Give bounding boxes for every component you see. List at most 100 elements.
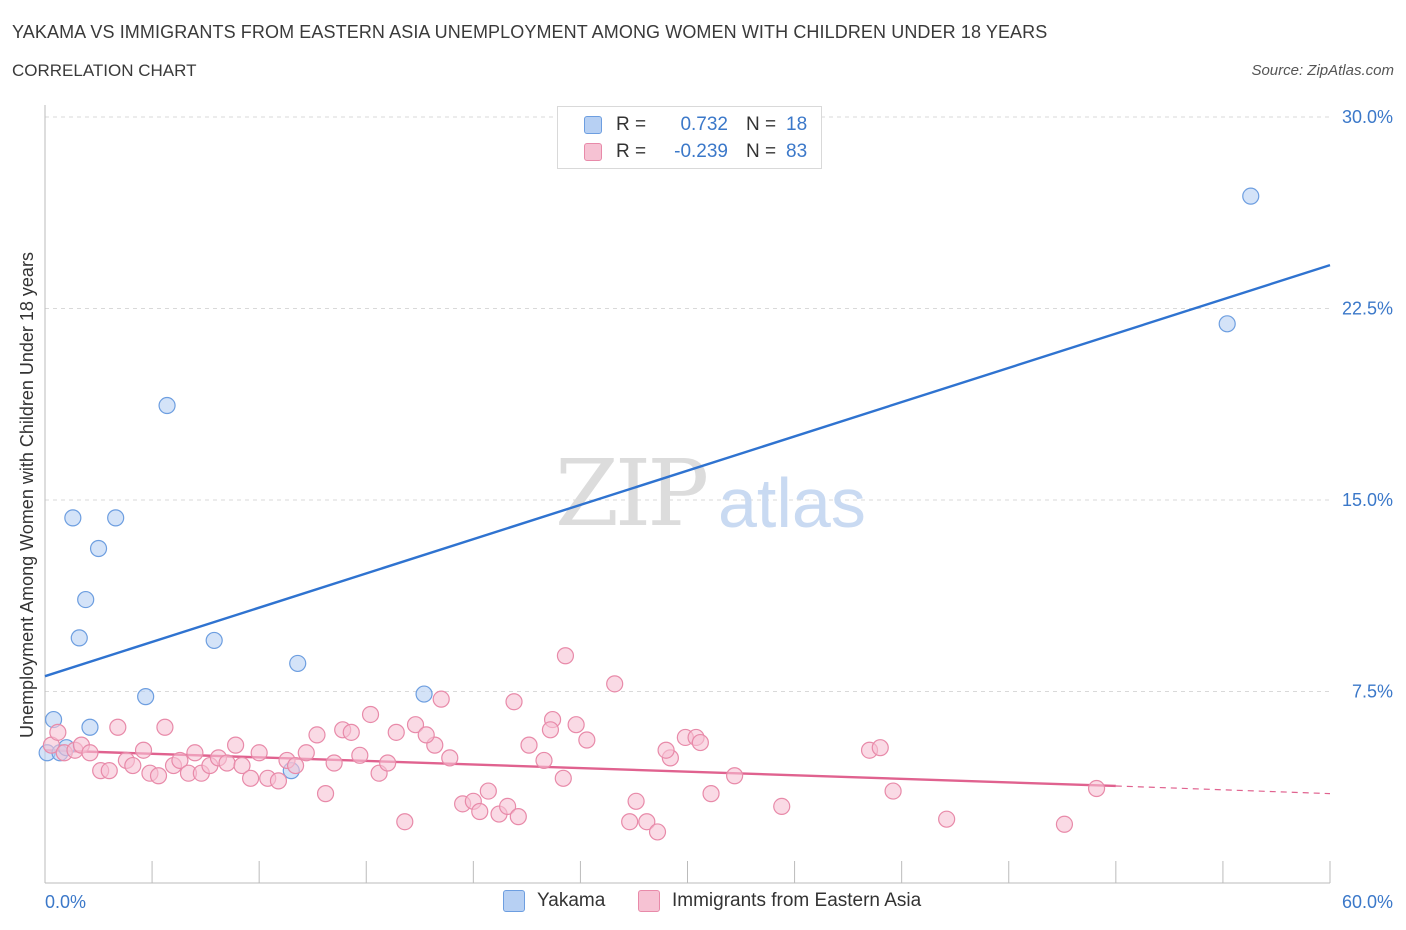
point-asia[interactable]	[471, 802, 489, 821]
point-asia[interactable]	[124, 756, 142, 775]
legend-row-yakama: R = 0.732 N = 18	[584, 113, 807, 137]
point-asia[interactable]	[509, 808, 527, 826]
legend-swatch-yakama	[503, 890, 525, 912]
legend-n-value: 18	[786, 114, 808, 135]
point-asia[interactable]	[387, 723, 405, 741]
point-yakama[interactable]	[158, 396, 176, 415]
legend-swatch-yakama	[584, 116, 602, 134]
point-asia[interactable]	[1055, 815, 1074, 833]
point-asia[interactable]	[218, 754, 236, 772]
point-asia[interactable]	[432, 690, 450, 708]
point-asia[interactable]	[242, 769, 260, 787]
point-asia[interactable]	[773, 797, 791, 816]
point-yakama[interactable]	[64, 509, 82, 527]
point-asia[interactable]	[81, 744, 99, 762]
point-asia[interactable]	[396, 813, 414, 831]
y-axis-label: Unemployment Among Women with Children U…	[17, 252, 37, 738]
point-asia[interactable]	[702, 785, 720, 803]
point-asia[interactable]	[554, 769, 572, 787]
point-asia[interactable]	[479, 782, 497, 800]
y-tick-label: 15.0%	[1342, 490, 1393, 510]
point-asia[interactable]	[648, 823, 667, 841]
chart-title: YAKAMA VS IMMIGRANTS FROM EASTERN ASIA U…	[12, 22, 1048, 42]
legend-r-label: R =	[616, 141, 647, 162]
point-yakama[interactable]	[107, 509, 125, 527]
point-yakama[interactable]	[1242, 187, 1260, 205]
point-yakama[interactable]	[89, 539, 108, 558]
y-tick-label: 30.0%	[1342, 107, 1393, 127]
point-asia[interactable]	[149, 767, 168, 785]
point-asia[interactable]	[233, 756, 251, 775]
point-asia[interactable]	[49, 723, 67, 741]
legend-item-yakama[interactable]: Yakama	[503, 890, 605, 912]
point-yakama[interactable]	[1218, 315, 1236, 333]
legend-swatch-asia	[638, 890, 660, 912]
legend-item-asia[interactable]: Immigrants from Eastern Asia	[638, 890, 921, 912]
point-asia[interactable]	[657, 741, 675, 759]
point-asia[interactable]	[316, 785, 335, 803]
point-asia[interactable]	[286, 756, 305, 775]
point-asia[interactable]	[171, 751, 189, 770]
point-asia[interactable]	[308, 726, 326, 744]
trendline-yakama	[44, 263, 1331, 678]
point-asia[interactable]	[186, 744, 204, 762]
legend-r-value: 0.732	[680, 114, 728, 135]
point-asia[interactable]	[638, 813, 656, 831]
point-asia[interactable]	[541, 721, 560, 739]
point-asia[interactable]	[325, 754, 343, 772]
points-layer	[38, 187, 1260, 841]
point-yakama[interactable]	[77, 590, 95, 609]
correlation-legend: R = 0.732 N = 18 R = -0.239 N = 83	[557, 106, 822, 169]
point-asia[interactable]	[938, 810, 956, 828]
point-asia[interactable]	[250, 744, 268, 762]
x-tick-label-min: 0.0%	[45, 892, 86, 912]
point-asia[interactable]	[520, 736, 538, 754]
legend-row-asia: R = -0.239 N = 83	[584, 140, 807, 164]
point-asia[interactable]	[109, 718, 127, 736]
point-yakama[interactable]	[70, 629, 88, 647]
source-label: Source: ZipAtlas.com	[1251, 62, 1394, 79]
point-yakama[interactable]	[81, 718, 99, 736]
point-asia[interactable]	[567, 716, 585, 734]
point-asia[interactable]	[297, 744, 315, 762]
point-asia[interactable]	[884, 782, 902, 800]
point-asia[interactable]	[578, 731, 596, 749]
point-asia[interactable]	[417, 726, 435, 744]
point-yakama[interactable]	[205, 631, 223, 650]
point-asia[interactable]	[351, 746, 369, 764]
point-asia[interactable]	[621, 813, 639, 831]
point-asia[interactable]	[361, 705, 380, 724]
point-asia[interactable]	[726, 767, 744, 785]
point-asia[interactable]	[156, 718, 174, 736]
point-asia[interactable]	[227, 736, 245, 754]
point-asia[interactable]	[269, 772, 288, 790]
chart-subtitle: CORRELATION CHART	[12, 61, 197, 80]
point-asia[interactable]	[406, 716, 425, 734]
watermark: ZIP atlas	[555, 440, 866, 547]
point-asia[interactable]	[627, 792, 645, 810]
point-asia[interactable]	[606, 675, 624, 693]
point-yakama[interactable]	[289, 654, 307, 673]
point-yakama[interactable]	[137, 688, 155, 706]
point-asia[interactable]	[691, 733, 709, 752]
point-asia[interactable]	[556, 647, 575, 665]
legend-label-asia: Immigrants from Eastern Asia	[672, 890, 922, 911]
point-asia[interactable]	[342, 723, 360, 741]
point-asia[interactable]	[134, 741, 153, 759]
trendline-extension-asia	[1115, 785, 1331, 795]
point-asia[interactable]	[441, 749, 459, 767]
legend-n-value: 83	[786, 141, 808, 162]
point-asia[interactable]	[499, 797, 517, 816]
point-asia[interactable]	[379, 754, 397, 772]
point-asia[interactable]	[1087, 779, 1106, 798]
axis-layer: 7.5% 15.0% 22.5% 30.0% 0.0% 60.0%	[44, 105, 1393, 912]
point-yakama[interactable]	[415, 685, 433, 703]
point-asia[interactable]	[871, 739, 889, 757]
series-legend: Yakama Immigrants from Eastern Asia	[0, 890, 1406, 914]
point-asia[interactable]	[100, 762, 118, 780]
legend-r-label: R =	[616, 114, 647, 135]
legend-swatch-asia	[584, 143, 602, 161]
point-asia[interactable]	[505, 693, 523, 711]
point-asia[interactable]	[535, 751, 553, 770]
